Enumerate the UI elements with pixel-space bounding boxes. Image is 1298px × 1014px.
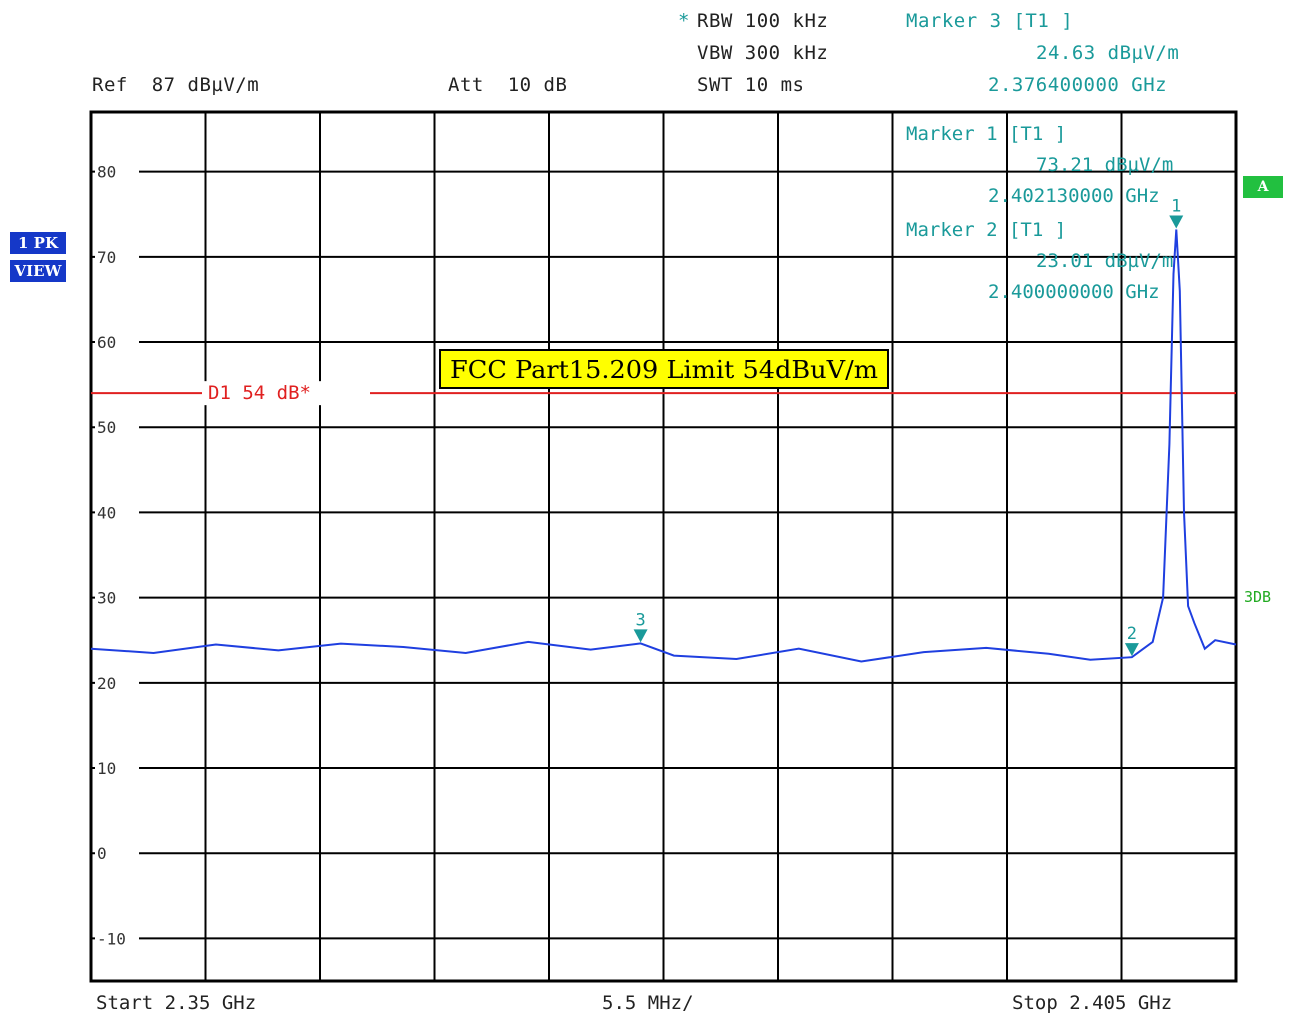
marker-1-label: 1 bbox=[1171, 196, 1181, 216]
span-per-division: 5.5 MHz/ bbox=[602, 992, 694, 1014]
marker-3-triangle bbox=[633, 629, 648, 643]
marker-readouts: Marker 1 [T1 ] 73.21 dBµV/m 2.402130000 GH… bbox=[906, 123, 1173, 303]
start-frequency: Start 2.35 GHz bbox=[96, 992, 257, 1014]
marker-2-readout-1: 23.01 dBµV/m bbox=[1036, 250, 1173, 272]
marker-1-readout-0: Marker 1 [T1 ] bbox=[906, 123, 1066, 145]
marker-2-label: 2 bbox=[1127, 624, 1137, 644]
stop-frequency: Stop 2.405 GHz bbox=[1012, 992, 1173, 1014]
limit-annotation: FCC Part15.209 Limit 54dBuV/m bbox=[450, 356, 878, 384]
y-tick-label: 0 bbox=[97, 844, 107, 863]
y-tick-label-bg bbox=[95, 503, 139, 522]
rbw-star: * bbox=[678, 10, 690, 32]
y-tick-label: 40 bbox=[97, 503, 116, 522]
marker3-title: Marker 3 [T1 ] bbox=[906, 10, 1074, 32]
swt-setting: SWT 10 ms bbox=[697, 74, 805, 96]
y-tick-label-bg bbox=[95, 418, 139, 437]
y-tick-label: 60 bbox=[97, 333, 116, 352]
vbw-setting: VBW 300 kHz bbox=[697, 42, 829, 64]
marker-group: 1 2 3 bbox=[633, 196, 1184, 657]
marker3-freq: 2.376400000 GHz bbox=[988, 74, 1168, 96]
y-tick-label-bg bbox=[95, 673, 139, 692]
a-badge: A bbox=[1243, 176, 1283, 198]
marker-2-triangle bbox=[1124, 643, 1139, 657]
y-tick-label-bg bbox=[95, 333, 139, 352]
limit-line-label: D1 54 dB* bbox=[208, 382, 311, 404]
marker3-level: 24.63 dBµV/m bbox=[1036, 42, 1180, 64]
marker-1-triangle bbox=[1169, 215, 1184, 229]
y-tick-labels: -10 0 10 20 30 40 50 60 70 80 bbox=[95, 162, 139, 948]
y-tick-label: -10 bbox=[97, 929, 126, 948]
trace-view-badge: VIEW bbox=[10, 260, 66, 282]
y-tick-label-bg bbox=[95, 247, 139, 266]
rbw-setting: RBW 100 kHz bbox=[697, 10, 829, 32]
y-tick-label-bg bbox=[95, 759, 139, 778]
trace-detector-badge: 1 PK bbox=[10, 232, 66, 254]
y-tick-label-bg bbox=[95, 929, 139, 948]
y-tick-label: 70 bbox=[97, 248, 116, 267]
trace-line bbox=[90, 229, 1237, 663]
limit-line-group: D1 54 dB* FCC Part15.209 Limit 54dBuV/m bbox=[91, 349, 1236, 406]
y-tick-label-bg bbox=[95, 588, 139, 607]
y-tick-label: 30 bbox=[97, 589, 116, 608]
marker-1-readout-1: 73.21 dBµV/m bbox=[1036, 154, 1173, 176]
y-tick-label: 20 bbox=[97, 674, 116, 693]
grid bbox=[89, 110, 1238, 983]
3db-label: 3DB bbox=[1244, 588, 1272, 606]
y-tick-label: 10 bbox=[97, 759, 116, 778]
marker-1-readout-2: 2.402130000 GHz bbox=[988, 185, 1160, 207]
y-tick-label-bg bbox=[95, 844, 139, 863]
marker-3-label: 3 bbox=[635, 610, 645, 630]
limit-annotation-box bbox=[439, 349, 889, 389]
limit-line-label-bg bbox=[202, 381, 370, 406]
attenuation: Att 10 dB bbox=[448, 74, 568, 96]
y-tick-label-bg bbox=[95, 162, 139, 181]
marker-2-readout-2: 2.400000000 GHz bbox=[988, 281, 1160, 303]
y-tick-label: 80 bbox=[97, 163, 116, 182]
trace-group bbox=[90, 229, 1237, 663]
marker-2-readout-0: Marker 2 [T1 ] bbox=[906, 219, 1066, 241]
y-tick-label: 50 bbox=[97, 418, 116, 437]
ref-level: Ref 87 dBµV/m bbox=[92, 74, 260, 96]
